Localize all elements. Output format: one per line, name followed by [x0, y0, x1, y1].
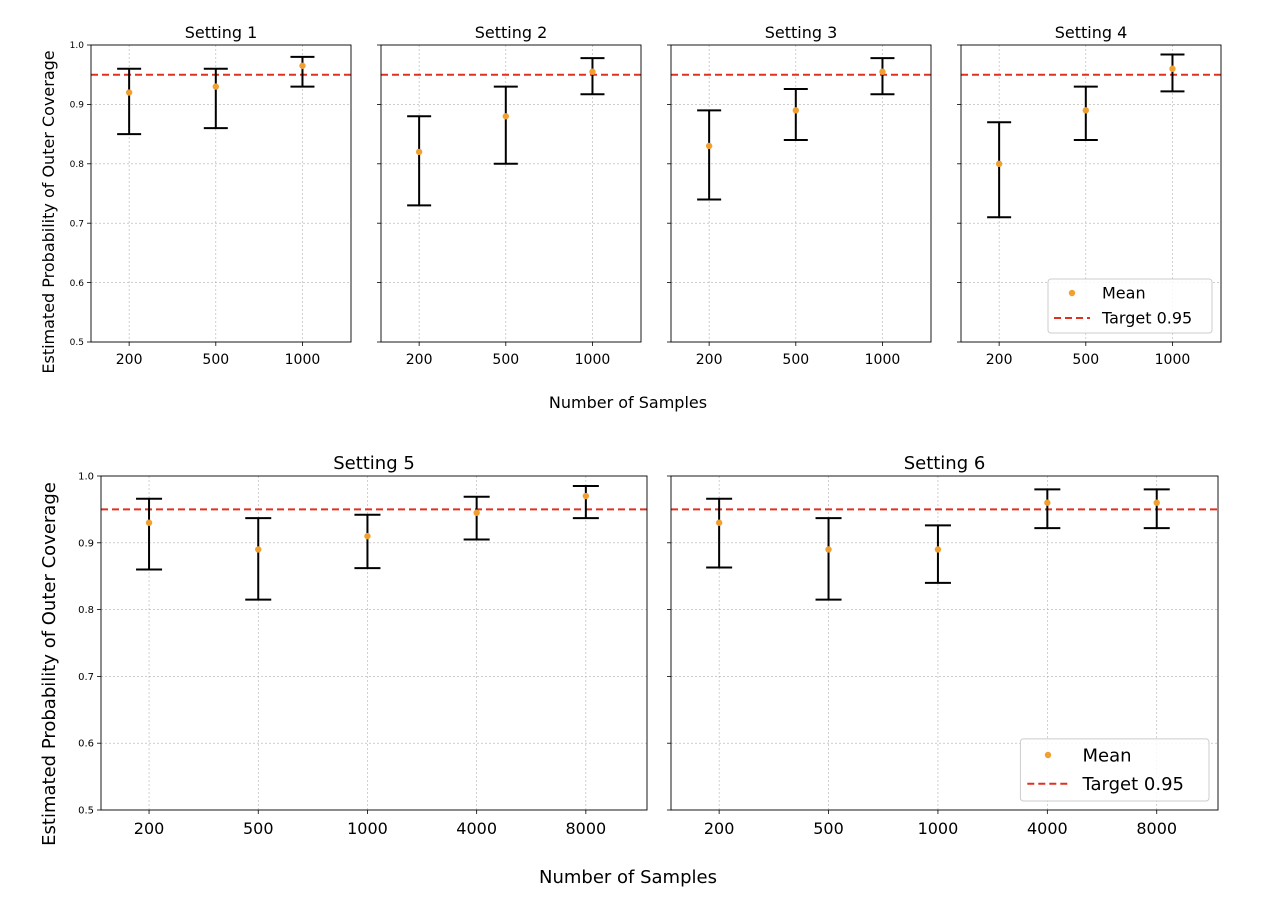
axes-frame	[380, 44, 642, 343]
y-tick-label: 0.6	[70, 279, 85, 289]
legend-target-label: Target 0.95	[1082, 774, 1185, 795]
mean-point	[995, 160, 1003, 167]
x-tick-label: 4000	[1027, 819, 1068, 838]
axes-frame	[960, 44, 1222, 343]
bottom-row-ylabel: Estimated Probability of Outer Coverage	[39, 482, 60, 846]
x-tick-label: 500	[243, 819, 274, 838]
y-tick-label: 1.0	[78, 472, 94, 483]
x-tick-label: 500	[782, 352, 809, 368]
subplot-title: Setting 1	[185, 23, 258, 42]
mean-point	[715, 519, 723, 526]
y-tick-label: 0.6	[78, 739, 94, 750]
x-tick-label: 1000	[347, 819, 388, 838]
y-tick-label: 0.9	[78, 538, 94, 549]
legend-box	[1019, 738, 1210, 802]
x-tick-label: 500	[1072, 352, 1099, 368]
y-tick-label: 0.8	[78, 605, 94, 616]
legend-target-label: Target 0.95	[1101, 309, 1192, 328]
y-tick-label: 0.7	[78, 672, 94, 683]
legend-mean-label: Mean	[1102, 284, 1146, 303]
y-tick-label: 1.0	[70, 41, 85, 51]
x-tick-label: 200	[116, 352, 143, 368]
subplot-title: Setting 4	[1055, 23, 1128, 42]
mean-point	[1044, 499, 1051, 506]
x-tick-label: 200	[406, 352, 433, 368]
x-tick-label: 8000	[565, 819, 606, 838]
mean-point	[255, 546, 262, 553]
y-tick-label: 0.5	[70, 338, 84, 348]
mean-point	[589, 68, 596, 75]
mean-point	[299, 62, 306, 69]
x-tick-label: 1000	[575, 352, 611, 368]
subplot-title: Setting 5	[333, 453, 415, 474]
x-tick-label: 500	[492, 352, 519, 368]
mean-point	[792, 107, 799, 114]
x-tick-label: 200	[704, 819, 735, 838]
x-tick-label: 200	[696, 352, 723, 368]
x-tick-label: 1000	[285, 352, 321, 368]
mean-point	[145, 519, 153, 526]
axes-frame	[670, 475, 1219, 811]
mean-point	[1153, 499, 1160, 506]
x-tick-label: 500	[813, 819, 844, 838]
mean-point	[705, 142, 713, 150]
subplot-setting-2: 200 500 1000 Setting 2	[377, 23, 642, 368]
top-row-ylabel: Estimated Probability of Outer Coverage	[39, 50, 58, 373]
top-row-xlabel: Number of Samples	[549, 393, 707, 412]
subplot-setting-1: 200 500 1000 0.5 0.6 0.7 0.8 0.9 1.0 Setting 1	[70, 23, 352, 368]
x-tick-label: 500	[202, 352, 229, 368]
y-tick-label: 0.5	[78, 806, 94, 817]
legend-mean-label: Mean	[1083, 745, 1132, 766]
legend-mean-marker	[1068, 289, 1076, 297]
bottom-row-xlabel: Number of Samples	[539, 867, 717, 888]
x-tick-label: 200	[986, 352, 1013, 368]
mean-point	[1169, 65, 1176, 72]
axes-frame	[100, 475, 648, 811]
x-tick-label: 1000	[1155, 352, 1191, 368]
x-tick-label: 1000	[865, 352, 901, 368]
subplot-setting-3: 200 500 1000 Setting 3	[667, 23, 932, 368]
axes-frame	[90, 44, 352, 343]
mean-point	[825, 546, 832, 553]
x-tick-label: 8000	[1136, 819, 1177, 838]
mean-point	[125, 89, 133, 96]
y-tick-label: 0.9	[70, 101, 85, 111]
mean-point	[473, 509, 480, 516]
mean-point	[415, 148, 423, 156]
mean-point	[1082, 107, 1090, 114]
subplot-setting-4: 200 500 1000 Setting 4 Mean Target 0.95	[957, 23, 1222, 368]
subplot-title: Setting 3	[765, 23, 838, 42]
subplot-title: Setting 6	[904, 453, 986, 474]
x-tick-label: 1000	[918, 819, 959, 838]
mean-point	[934, 546, 942, 553]
y-tick-label: 0.7	[70, 219, 84, 229]
legend-box	[1047, 278, 1213, 334]
mean-point	[212, 83, 219, 90]
x-tick-label: 4000	[456, 819, 497, 838]
y-tick-label: 0.8	[70, 160, 85, 170]
mean-point	[879, 68, 886, 75]
legend-mean-marker	[1044, 751, 1052, 759]
mean-point	[364, 532, 371, 540]
mean-point	[502, 113, 509, 120]
mean-point	[582, 492, 590, 500]
subplot-setting-6: 200 500 1000 4000 8000 Setting 6 Mean Target 0.…	[667, 453, 1219, 838]
subplot-setting-5: 200 500 1000 4000 8000 0.5 0.6 0.7 0.8 0.9 1.0 Sett…	[78, 453, 648, 838]
subplot-title: Setting 2	[475, 23, 548, 42]
axes-frame	[670, 44, 932, 343]
x-tick-label: 200	[134, 819, 165, 838]
